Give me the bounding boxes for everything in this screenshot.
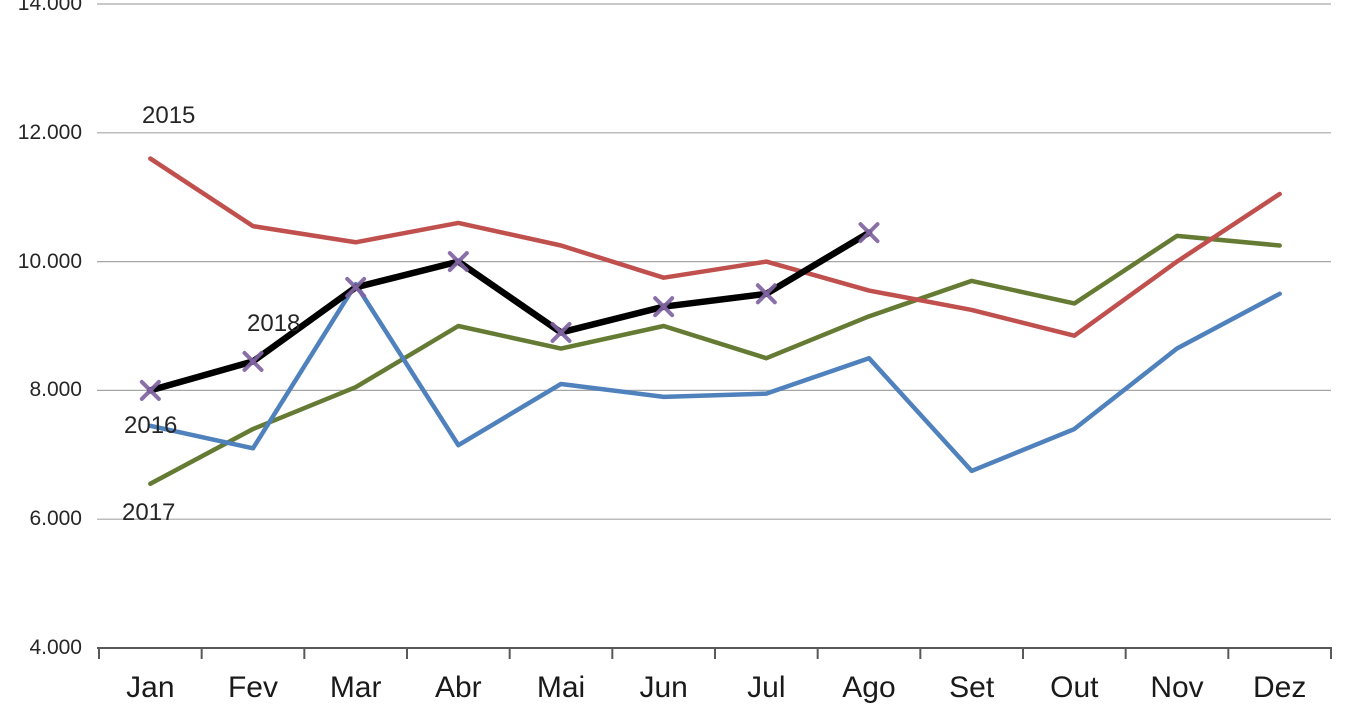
series-label-2016: 2016 — [124, 412, 178, 439]
x-category-label-Abr: Abr — [434, 671, 482, 704]
x-category-label-Fev: Fev — [227, 671, 278, 704]
x-marker-2018-Ago — [858, 222, 880, 244]
series-line-2015 — [148, 156, 1282, 338]
x-category-label-Out: Out — [1050, 671, 1099, 704]
series-line-2016 — [148, 281, 1282, 474]
y-tick-label-10.000: 10.000 — [17, 249, 82, 273]
x-category-label-Jun: Jun — [639, 671, 688, 704]
y-tick-label-6.000: 6.000 — [29, 507, 82, 531]
x-category-label-Set: Set — [949, 671, 995, 704]
y-tick-label-8.000: 8.000 — [29, 378, 82, 402]
series-label-2015: 2015 — [142, 102, 196, 129]
x-marker-2018-Mai — [550, 321, 572, 343]
y-tick-label-4.000: 4.000 — [29, 636, 82, 659]
series-line-2017 — [148, 233, 1282, 487]
series-label-2017: 2017 — [122, 499, 176, 526]
x-marker-2018-Jan — [139, 379, 161, 401]
x-category-label-Mai: Mai — [536, 671, 586, 704]
y-tick-label-14.000: 14.000 — [17, 0, 82, 15]
y-tick-label-12.000: 12.000 — [17, 120, 82, 144]
x-category-label-Jul: Jul — [747, 671, 786, 704]
x-category-label-Ago: Ago — [842, 671, 896, 704]
x-category-label-Mar: Mar — [329, 671, 382, 704]
x-category-label-Nov: Nov — [1150, 671, 1204, 704]
x-marker-2018-Jun — [653, 296, 675, 318]
x-marker-2018-Jul — [755, 283, 777, 305]
x-marker-2018-Abr — [447, 251, 469, 273]
x-category-label-Dez: Dez — [1252, 671, 1307, 704]
series-label-2018: 2018 — [247, 310, 301, 337]
x-marker-2018-Fev — [242, 350, 264, 372]
x-marker-2018-Mar — [345, 276, 367, 298]
series-line-2018 — [147, 229, 873, 394]
x-category-label-Jan: Jan — [126, 671, 175, 704]
